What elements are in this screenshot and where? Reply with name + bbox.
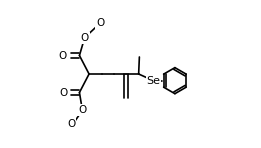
Text: Se: Se	[146, 76, 161, 86]
Text: O: O	[67, 119, 75, 129]
Text: O: O	[59, 87, 68, 98]
Text: O: O	[80, 33, 89, 43]
Text: O: O	[96, 18, 104, 28]
Text: O: O	[59, 50, 67, 61]
Text: O: O	[78, 105, 87, 115]
